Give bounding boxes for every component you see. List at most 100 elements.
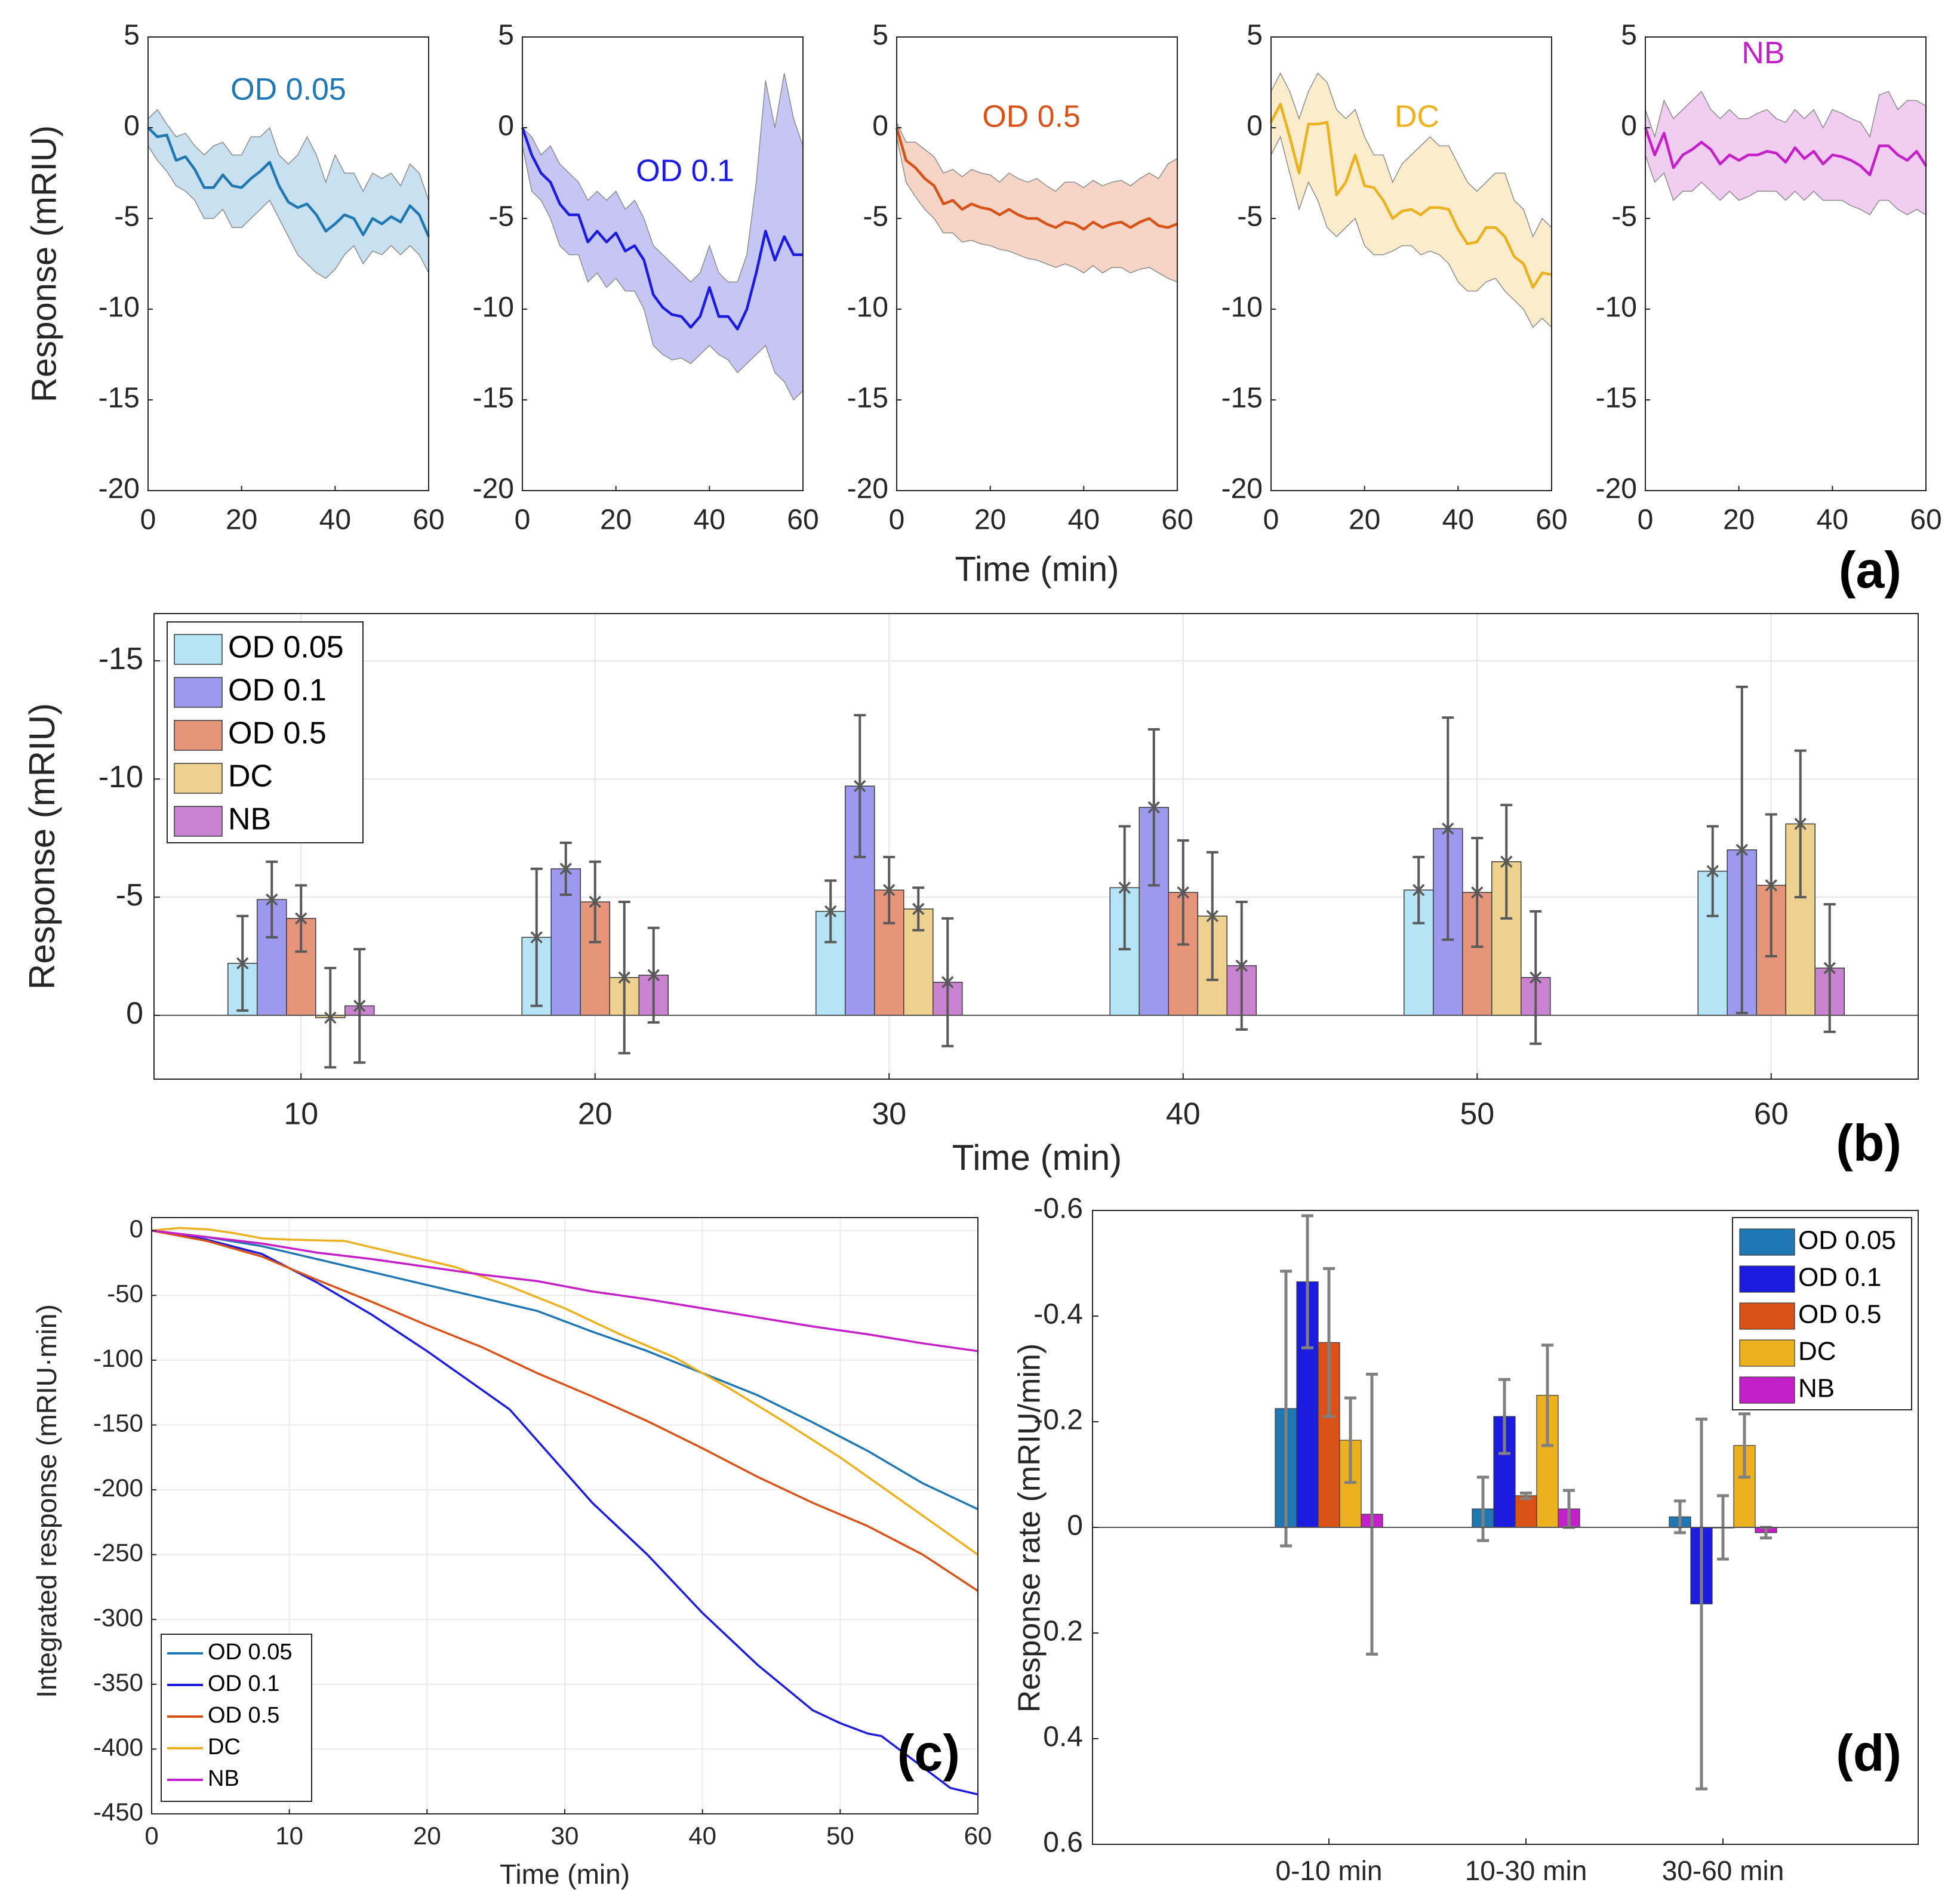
series-label: NB — [1741, 36, 1784, 70]
legend-label: OD 0.05 — [228, 630, 344, 665]
y-tick-label: -5 — [116, 878, 143, 913]
x-axis-label: Time (min) — [952, 1138, 1122, 1178]
x-tick-label: 60 — [413, 504, 444, 536]
axes-box — [147, 36, 429, 491]
legend-label: OD 0.1 — [1798, 1263, 1881, 1292]
legend-label: DC — [1798, 1337, 1836, 1366]
legend-label: NB — [1798, 1374, 1835, 1403]
y-tick-label: -400 — [93, 1733, 143, 1761]
x-tick-label: 10 — [275, 1822, 303, 1850]
y-tick-label: 0 — [872, 110, 888, 142]
y-tick-label: -50 — [107, 1279, 143, 1307]
y-tick-label: 0 — [1247, 110, 1263, 142]
mean-marker — [618, 970, 630, 985]
y-tick-label: -20 — [1221, 473, 1263, 505]
mean-marker — [1118, 880, 1131, 895]
axes-box — [522, 36, 804, 491]
mean-marker — [1413, 883, 1425, 898]
x-tick-label: 20 — [1723, 504, 1755, 536]
y-tick-label: 5 — [1621, 20, 1637, 51]
y-tick-label: -10 — [1596, 292, 1637, 324]
y-tick-label: -200 — [93, 1474, 143, 1502]
mean-marker — [941, 975, 954, 990]
panel-label: (b) — [1836, 1115, 1901, 1172]
y-tick-label: -15 — [99, 642, 143, 676]
x-tick-label: 40 — [694, 504, 725, 536]
y-tick-label: -350 — [93, 1668, 143, 1696]
panel-b: -15 -10 -5 0 10 20 30 40 50 60 OD 0.05 OD 0.1 OD 0.5… — [22, 613, 1919, 1178]
legend-swatch — [1739, 1339, 1795, 1367]
axes-box — [1270, 36, 1552, 491]
mean-marker — [589, 895, 601, 910]
y-tick-label: -10 — [99, 292, 140, 324]
x-tick-label: 0 — [140, 504, 156, 536]
mean-marker — [266, 892, 278, 907]
y-tick-label: 0 — [126, 996, 143, 1031]
mean-marker — [1235, 958, 1248, 973]
x-tick-label: 40 — [1166, 1097, 1201, 1132]
mean-marker — [1823, 960, 1836, 975]
legend-swatch — [1739, 1228, 1795, 1256]
x-tick-label: 20 — [226, 504, 257, 536]
x-tick-label: 40 — [1817, 504, 1848, 536]
y-tick-label: -10 — [473, 292, 514, 324]
y-tick-label: -15 — [99, 383, 140, 414]
mean-line — [1270, 103, 1552, 289]
x-tick-label: 50 — [1460, 1097, 1494, 1132]
series-line — [151, 1229, 978, 1592]
panel-d: -0.6 -0.4 -0.2 0 0.2 0.4 0.6 0-10 min 10-30 min 3… — [1013, 1193, 1919, 1886]
y-tick-label: -0.4 — [1033, 1299, 1083, 1330]
x-tick-label: 0 — [1263, 504, 1279, 536]
mean-marker — [1794, 817, 1807, 831]
x-tick-label: 60 — [1754, 1097, 1789, 1132]
series-line — [151, 1229, 978, 1796]
y-tick-label: -20 — [99, 473, 140, 505]
x-tick-label: 60 — [1535, 504, 1567, 536]
legend-label: OD 0.5 — [1798, 1300, 1881, 1329]
legend-swatch — [1739, 1302, 1795, 1330]
y-tick-label: 0.4 — [1043, 1721, 1083, 1753]
mean-marker — [1442, 821, 1454, 836]
x-tick-label: 20 — [578, 1097, 613, 1132]
legend-label: NB — [208, 1766, 239, 1791]
mean-marker — [559, 861, 572, 876]
panel-label: (c) — [897, 1725, 960, 1782]
x-tick-label: 50 — [826, 1822, 854, 1850]
y-tick-label: -5 — [863, 201, 888, 233]
legend-label: DC — [228, 759, 273, 794]
legend-swatch — [174, 634, 223, 665]
y-tick-label: -10 — [1221, 292, 1263, 324]
x-tick-label: 40 — [688, 1822, 716, 1850]
y-tick-label: -0.6 — [1033, 1193, 1083, 1225]
y-tick-label: 0 — [498, 110, 514, 142]
y-axis-label: Integrated response (mRIU·min) — [31, 1304, 62, 1698]
legend-label: OD 0.1 — [228, 673, 327, 708]
bar — [1515, 1495, 1537, 1528]
y-tick-label: -5 — [114, 201, 140, 233]
legend-swatch — [174, 677, 223, 708]
y-axis-label: Response rate (mRIU/min) — [1013, 1344, 1047, 1712]
y-tick-label: -15 — [473, 383, 514, 414]
y-tick-label: 5 — [498, 20, 514, 51]
y-tick-label: -100 — [93, 1344, 143, 1372]
series-line — [151, 1229, 978, 1352]
legend-label: NB — [228, 802, 271, 837]
mean-marker — [1147, 800, 1160, 815]
y-tick-label: 5 — [872, 20, 888, 51]
y-tick-label: 0 — [124, 110, 140, 142]
x-tick-label: 0 — [889, 504, 905, 536]
legend-label: OD 0.5 — [228, 716, 327, 751]
x-axis-label: Time (min) — [955, 550, 1119, 589]
x-tick-label: 20 — [974, 504, 1006, 536]
x-tick-label: 30 — [551, 1822, 579, 1850]
series-line — [151, 1229, 978, 1511]
x-tick-label: 10-30 min — [1465, 1855, 1587, 1886]
y-axis-label: Response (mRIU) — [24, 125, 63, 402]
mean-marker — [1500, 854, 1513, 869]
y-tick-label: -15 — [1596, 383, 1637, 414]
x-tick-label: 20 — [1349, 504, 1380, 536]
